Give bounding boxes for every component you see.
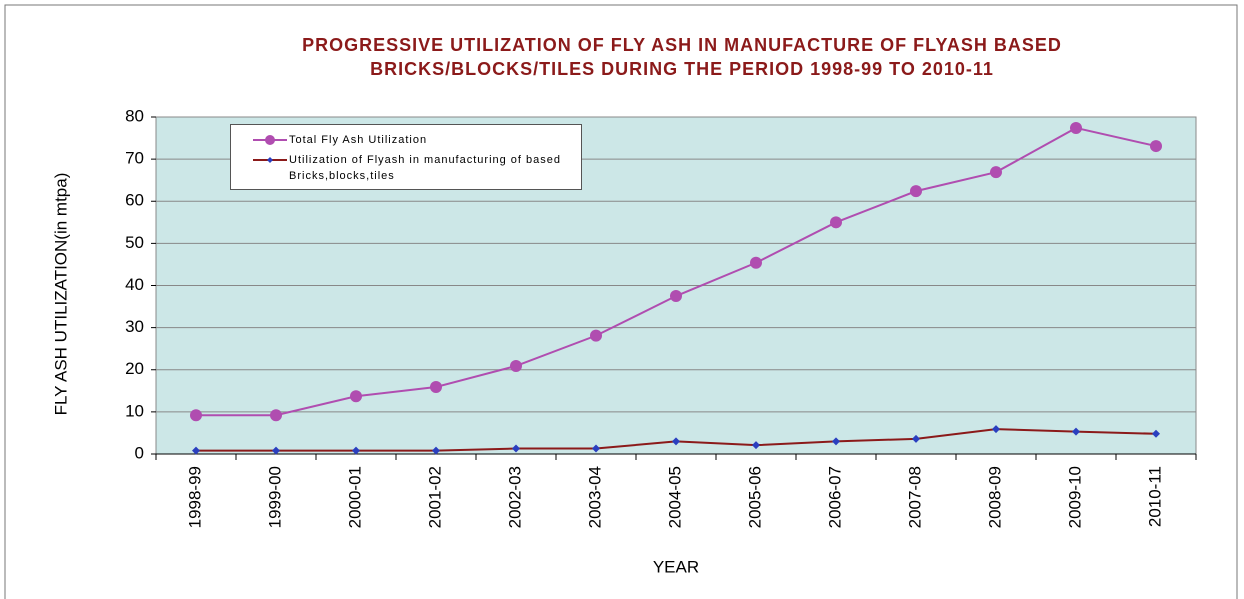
y-tick-label: 0: [135, 443, 144, 462]
marker: [592, 444, 600, 453]
x-tick-label: 1998-99: [185, 466, 204, 528]
x-tick-label: 2009-10: [1065, 466, 1084, 528]
chart-title: BRICKS/BLOCKS/TILES DURING THE PERIOD 19…: [370, 59, 994, 79]
legend-label: Utilization of Flyash in manufacturing o…: [289, 154, 562, 182]
marker: [830, 216, 842, 229]
x-tick-label: 2008-09: [985, 466, 1004, 528]
chart-title: PROGRESSIVE UTILIZATION OF FLY ASH IN MA…: [302, 35, 1062, 55]
marker: [1072, 427, 1080, 436]
marker: [590, 329, 602, 342]
x-tick-label: 2007-08: [905, 466, 924, 528]
marker: [910, 185, 922, 198]
marker: [912, 434, 920, 443]
marker: [1152, 429, 1160, 438]
legend-symbols: [253, 135, 287, 163]
x-tick-label: 2003-04: [585, 466, 604, 528]
marker: [832, 437, 840, 446]
marker: [350, 390, 362, 403]
x-tick-label: 2002-03: [505, 466, 524, 528]
y-tick-label: 30: [125, 317, 144, 336]
marker: [990, 166, 1002, 179]
y-axis-label: FLY ASH UTILIZATION(in mtpa): [51, 173, 70, 416]
marker: [750, 256, 762, 269]
y-tick-label: 50: [125, 233, 144, 252]
marker: [272, 446, 280, 455]
marker: [1070, 121, 1082, 134]
y-tick-label: 20: [125, 359, 144, 378]
marker: [352, 446, 360, 455]
marker: [512, 444, 520, 453]
marker: [192, 446, 200, 455]
x-tick-label: 2005-06: [745, 466, 764, 528]
marker: [430, 381, 442, 394]
marker: [992, 425, 1000, 434]
marker: [270, 409, 282, 422]
y-tick-label: 40: [125, 275, 144, 294]
legend: Total Fly Ash Utilization Utilization of …: [230, 124, 582, 190]
x-tick-label: 1999-00: [265, 466, 284, 528]
x-tick-label: 2000-01: [345, 466, 364, 528]
legend-marker: [267, 157, 273, 163]
x-tick-label: 2006-07: [825, 466, 844, 528]
marker: [672, 437, 680, 446]
y-tick-label: 60: [125, 191, 144, 210]
marker: [752, 441, 760, 450]
marker: [1150, 140, 1162, 153]
y-tick-label: 10: [125, 401, 144, 420]
marker: [432, 446, 440, 455]
y-tick-label: 70: [125, 149, 144, 168]
frame: [4, 4, 1238, 599]
y-tick-label: 80: [125, 106, 144, 125]
legend-label: Total Fly Ash Utilization: [289, 134, 428, 146]
marker: [510, 359, 522, 372]
x-tick-label: 2001-02: [425, 466, 444, 528]
marker: [190, 409, 202, 422]
legend-marker: [265, 135, 275, 145]
x-tick-label: 2010-11: [1145, 466, 1164, 527]
x-tick-label: 2004-05: [665, 466, 684, 528]
x-axis-label: YEAR: [653, 557, 699, 576]
marker: [670, 290, 682, 303]
